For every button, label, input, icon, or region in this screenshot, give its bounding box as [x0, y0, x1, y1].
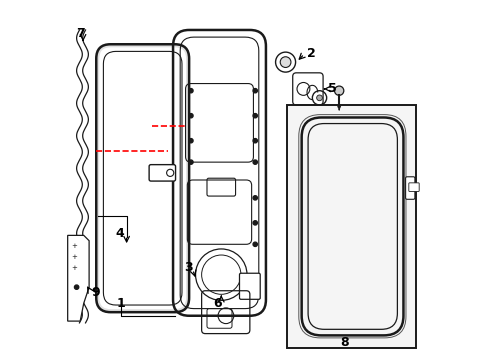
- Text: 2: 2: [306, 47, 315, 60]
- Circle shape: [280, 57, 290, 67]
- Circle shape: [188, 113, 193, 118]
- FancyBboxPatch shape: [408, 183, 418, 192]
- Text: +: +: [71, 265, 77, 270]
- Circle shape: [253, 89, 257, 93]
- FancyBboxPatch shape: [405, 177, 414, 199]
- Text: +: +: [71, 243, 77, 249]
- Circle shape: [253, 160, 257, 164]
- Circle shape: [166, 169, 173, 176]
- Circle shape: [253, 242, 257, 247]
- Text: 6: 6: [213, 297, 222, 310]
- Text: 7: 7: [76, 27, 85, 40]
- FancyArrowPatch shape: [337, 106, 340, 110]
- Text: 5: 5: [328, 82, 337, 95]
- Circle shape: [334, 86, 343, 95]
- Circle shape: [316, 95, 322, 101]
- Circle shape: [188, 89, 193, 93]
- Text: 1: 1: [117, 297, 125, 310]
- Circle shape: [188, 139, 193, 143]
- PathPatch shape: [67, 235, 89, 321]
- Circle shape: [275, 52, 295, 72]
- Text: 4: 4: [115, 227, 123, 240]
- Circle shape: [253, 139, 257, 143]
- Text: 3: 3: [183, 261, 192, 274]
- Text: +: +: [71, 254, 77, 260]
- Circle shape: [74, 285, 79, 289]
- Circle shape: [253, 196, 257, 200]
- Circle shape: [253, 221, 257, 225]
- FancyBboxPatch shape: [149, 165, 175, 181]
- Text: 8: 8: [340, 336, 348, 349]
- Text: 9: 9: [91, 286, 100, 299]
- FancyBboxPatch shape: [239, 273, 260, 299]
- FancyBboxPatch shape: [287, 105, 415, 348]
- Circle shape: [253, 113, 257, 118]
- Circle shape: [188, 160, 193, 164]
